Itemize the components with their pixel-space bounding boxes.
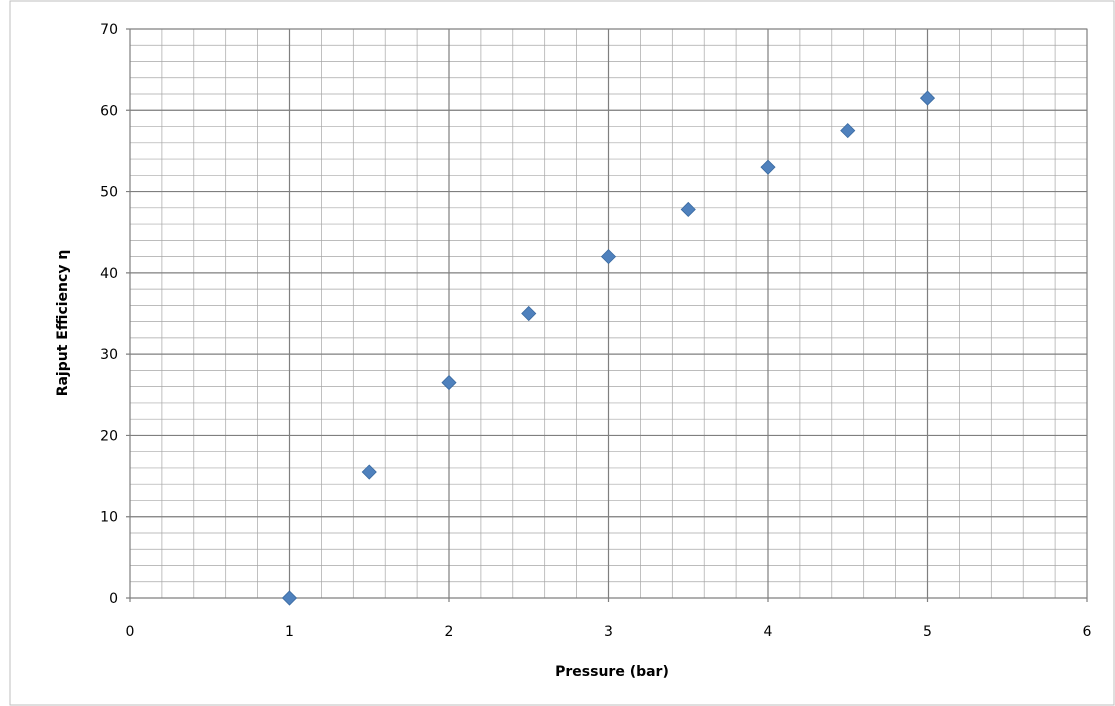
y-tick-label: 0 <box>109 591 118 607</box>
data-points <box>281 90 936 606</box>
y-tick-labels: 0 10 20 30 40 50 60 70 <box>100 22 118 607</box>
x-tick-label: 4 <box>764 624 773 640</box>
data-point <box>680 201 696 218</box>
data-point <box>919 90 936 106</box>
x-tick-labels: 0 1 2 3 4 5 6 <box>126 624 1092 640</box>
x-tick-label: 3 <box>604 624 613 640</box>
chart-frame <box>9 0 1115 706</box>
y-tick-label: 40 <box>100 266 118 282</box>
x-tick-label: 2 <box>445 624 454 640</box>
data-point <box>441 375 457 391</box>
y-tick-label: 20 <box>100 428 118 444</box>
y-tick-label: 50 <box>100 185 118 201</box>
y-tick-label: 70 <box>100 22 118 38</box>
plot-area <box>129 28 1088 599</box>
x-tick-label: 1 <box>285 624 294 640</box>
data-point <box>361 464 377 480</box>
data-point <box>600 249 617 265</box>
data-point <box>281 590 298 606</box>
x-tick-label: 6 <box>1083 624 1092 640</box>
y-tick-label: 10 <box>100 510 118 526</box>
x-tick-label: 5 <box>923 624 932 640</box>
x-tick-label: 0 <box>126 624 135 640</box>
y-tick-label: 60 <box>100 103 118 119</box>
x-axis-title: Pressure (bar) <box>555 664 669 680</box>
data-point <box>840 123 856 139</box>
data-point <box>521 305 537 322</box>
y-axis-title: Rajput Efficiency η <box>55 250 71 397</box>
y-tick-label: 30 <box>100 347 118 363</box>
data-point <box>760 159 776 175</box>
